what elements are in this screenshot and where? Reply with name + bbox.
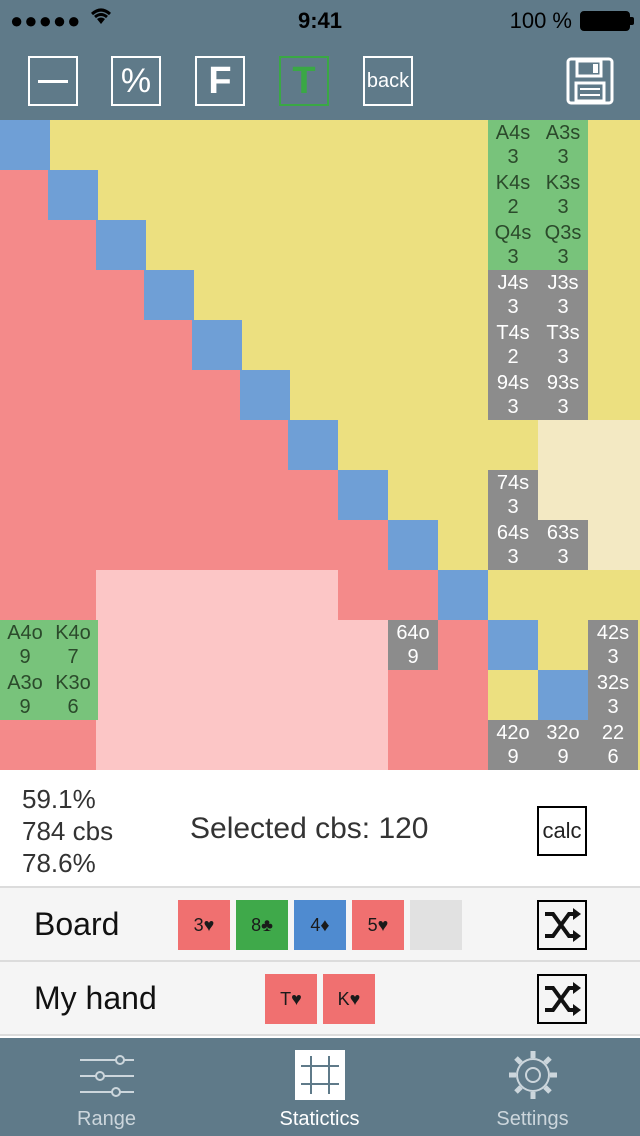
grid-icon (295, 1050, 345, 1100)
hand-row: My hand T♥ K♥ (0, 962, 640, 1036)
tab-range[interactable]: Range (0, 1038, 213, 1136)
board-label: Board (34, 906, 120, 942)
stats-panel: 59.1% 784 cbs 78.6% Selected cbs: 120 ca… (0, 770, 640, 888)
save-button[interactable] (565, 56, 615, 106)
pair-cell[interactable] (0, 120, 50, 170)
minus-icon (38, 79, 68, 83)
status-time: 9:41 (297, 8, 343, 33)
pair-cell[interactable] (288, 420, 338, 470)
hand-cell-c1[interactable]: A4s 3 (488, 120, 538, 170)
hand-cell-c7[interactable]: J4s 3 (488, 270, 538, 320)
hand-cell-c25[interactable]: 22 6 (588, 720, 638, 770)
floppy-disk-icon (566, 57, 614, 105)
hand-cell-c23[interactable]: 42o 9 (488, 720, 538, 770)
hand-cell-c14[interactable]: 64s 3 (488, 520, 538, 570)
shuffle-icon (545, 982, 581, 1016)
pair-cell[interactable] (48, 170, 98, 220)
hand-cell-c3[interactable]: K4s 2 (488, 170, 538, 220)
hand-cell-c9[interactable]: T4s 2 (488, 320, 538, 370)
tab-label: Statictics (279, 1108, 360, 1130)
board-shuffle-button[interactable] (537, 900, 587, 950)
tab-statictics[interactable]: Statictics (213, 1038, 426, 1136)
pair-cell[interactable] (192, 320, 242, 370)
hand-cell-c24[interactable]: 32o 9 (538, 720, 588, 770)
pair-cell[interactable] (96, 220, 146, 270)
hand-cell-c17[interactable]: K4o 7 (48, 620, 98, 670)
pair-cell[interactable] (338, 470, 388, 520)
board-card[interactable]: 5♥ (352, 900, 404, 950)
tab-label: Range (77, 1108, 136, 1130)
hand-cell-c19[interactable]: 42s 3 (588, 620, 638, 670)
hand-cell-c21[interactable]: K3o 6 (48, 670, 98, 720)
tab-label: Settings (496, 1108, 569, 1130)
stat-combos: 784 cbs (22, 816, 114, 846)
status-bar: ●●●●● 9:41 100 % (0, 0, 640, 40)
hand-card[interactable]: T♥ (265, 974, 317, 1024)
hand-cell-c10[interactable]: T3s 3 (538, 320, 588, 370)
pair-cell[interactable] (488, 620, 538, 670)
t-button[interactable]: T (279, 56, 329, 106)
sliders-icon (80, 1055, 134, 1097)
battery-icon (580, 11, 634, 31)
pair-cell[interactable] (144, 270, 194, 320)
tab-settings[interactable]: Settings (426, 1038, 639, 1136)
signal-icon: ●●●●● (10, 8, 82, 33)
gear-icon (509, 1051, 557, 1099)
hand-card[interactable]: K♥ (323, 974, 375, 1024)
back-button[interactable]: back (363, 56, 413, 106)
shuffle-icon (545, 908, 581, 942)
pair-cell[interactable] (240, 370, 290, 420)
board-card[interactable]: 8♣ (236, 900, 288, 950)
pair-cell[interactable] (388, 520, 438, 570)
board-card-empty[interactable] (410, 900, 462, 950)
pair-cell[interactable] (538, 670, 588, 720)
hand-cell-c15[interactable]: 63s 3 (538, 520, 588, 570)
board-row: Board 3♥ 8♣ 4♦ 5♥ (0, 888, 640, 962)
hand-cell-c16[interactable]: A4o 9 (0, 620, 50, 670)
hand-cell-c4[interactable]: K3s 3 (538, 170, 588, 220)
range-grid[interactable]: A4s 3 A3s 3 K4s 2 K3s 3 Q4s 3 Q3s 3 J4s 3 J3s 3 … (0, 120, 640, 770)
hand-cell-c2[interactable]: A3s 3 (538, 120, 588, 170)
hand-cell-c22[interactable]: 32s 3 (588, 670, 638, 720)
hand-cell-c5[interactable]: Q4s 3 (488, 220, 538, 270)
hand-cell-c8[interactable]: J3s 3 (538, 270, 588, 320)
board-card[interactable]: 4♦ (294, 900, 346, 950)
wifi-icon (88, 2, 114, 33)
hand-cell-c12[interactable]: 93s 3 (538, 370, 588, 420)
hand-cell-c13[interactable]: 74s 3 (488, 470, 538, 520)
pair-cell[interactable] (438, 570, 488, 620)
hand-label: My hand (34, 980, 157, 1016)
board-card[interactable]: 3♥ (178, 900, 230, 950)
percent-button[interactable]: % (111, 56, 161, 106)
toolbar: % F T back (0, 40, 640, 120)
hand-shuffle-button[interactable] (537, 974, 587, 1024)
hand-cell-c20[interactable]: A3o 9 (0, 670, 50, 720)
stat-percent-2: 78.6% (22, 848, 96, 878)
calc-button[interactable]: calc (537, 806, 587, 856)
f-button[interactable]: F (195, 56, 245, 106)
hand-cell-c6[interactable]: Q3s 3 (538, 220, 588, 270)
minus-button[interactable] (28, 56, 78, 106)
hand-cell-c18[interactable]: 64o 9 (388, 620, 438, 670)
selected-combos: Selected cbs: 120 (190, 812, 429, 845)
tab-bar: Range Statictics Settings (0, 1038, 640, 1136)
hand-cell-c11[interactable]: 94s 3 (488, 370, 538, 420)
battery-percent: 100 % (509, 8, 572, 33)
stat-percent: 59.1% (22, 784, 96, 814)
